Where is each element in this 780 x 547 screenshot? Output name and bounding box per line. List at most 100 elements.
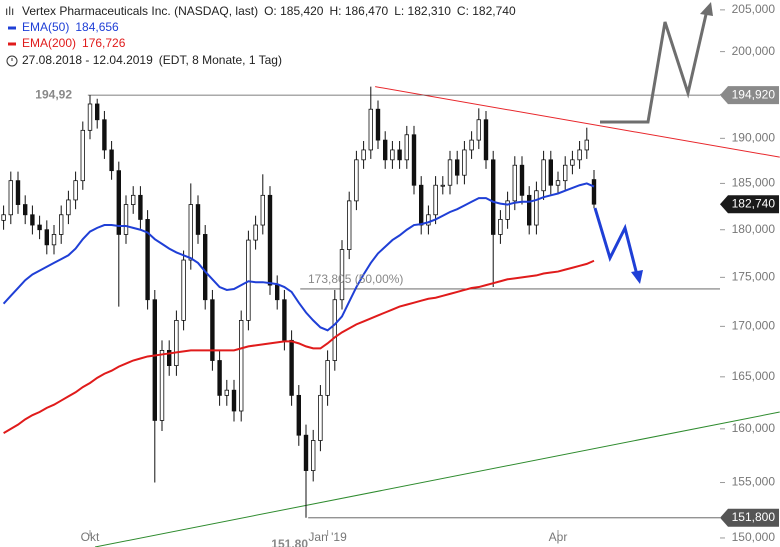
period-note: (EDT, 8 Monate, 1 Tag) [159,53,282,67]
candle-body [116,170,121,235]
ema-line [2,182,595,332]
header: ılı Vertex Pharmaceuticals Inc. (NASDAQ,… [5,4,516,67]
candle-body [591,179,597,205]
candle-body [59,214,64,235]
y-tick-label: 180,000 [732,222,776,236]
period-dates: 27.08.2018 - 12.04.2019 [22,53,153,67]
candle-body [66,199,71,216]
candle-body [339,249,345,301]
legend-name: EMA(50) [22,20,69,34]
candle-body [174,320,179,366]
candle-body [253,224,258,241]
candle-body [454,159,460,176]
candle-body [325,360,330,396]
candle-body [30,214,35,226]
y-tick-label: 175,000 [732,270,776,284]
ohlc: O: 185,420 [264,4,324,18]
candle-body [231,389,237,412]
candle-body [397,149,402,161]
candle-body [541,159,546,192]
price-box [720,508,779,527]
candle-body [584,139,589,151]
legend: EMA(50) 184,656 EMA(200) 176,726 [8,20,126,50]
candle-body [102,119,107,151]
candle-body [375,108,381,141]
title: Vertex Pharmaceuticals Inc. (NASDAQ, las… [22,4,258,18]
candle-body [354,159,359,202]
candle-body [159,349,165,421]
candle-body [498,219,503,235]
y-tick-label: 160,000 [732,421,776,435]
candle-body [145,219,150,301]
candle-body [282,299,287,341]
trend-layer [87,86,780,547]
candle-body [519,164,525,196]
blue-arrowhead [631,270,643,284]
ohlc: H: 186,470 [329,4,388,18]
candle-body [202,234,208,301]
level-label: 151,80 [271,537,308,547]
candle-body [22,204,28,216]
legend-name: EMA(200) [22,36,76,50]
candle-body [130,194,136,205]
level-label: 194,92 [35,87,72,101]
candle-body [469,139,474,151]
candle-body [152,299,157,421]
candle-body [563,164,568,182]
candle-body [123,204,129,235]
y-tick-label: 205,000 [732,2,776,16]
legend-entry: EMA(50) 184,656 [22,20,119,34]
candle-body [462,149,467,176]
legend-value: 176,726 [82,36,126,50]
chart-icon: ılı [5,4,14,18]
legend-value: 184,656 [75,20,119,34]
y-tick-label: 190,000 [732,130,776,144]
clock-icon [6,55,18,67]
ohlc: C: 182,740 [457,4,516,18]
y-tick-label: 150,000 [732,530,776,544]
legend-entry: EMA(200) 176,726 [22,36,126,50]
candle-body [433,184,438,216]
candle-body [570,159,575,166]
candle-body [426,214,431,226]
candle-body [260,194,265,226]
y-tick-label: 185,000 [732,176,776,190]
candle-body [346,200,352,250]
candle-body [15,180,21,205]
price-box [720,195,779,214]
candle-body [527,194,532,226]
candle-body [382,139,388,161]
candle-body [476,119,481,141]
candle-body [505,200,510,220]
period: 27.08.2018 - 12.04.2019 (EDT, 8 Monate, 1… [22,53,282,67]
candle-body [51,234,57,246]
candle-body [512,164,517,202]
legend-swatch [8,26,16,30]
x-tick-label: Jan '19 [308,530,347,544]
candle-body [548,159,553,186]
candle-body [411,134,417,186]
candle-body [490,159,496,235]
y-tick-label: 155,000 [732,475,776,489]
candle-body [224,389,229,396]
candle-body [210,299,215,361]
candle-body [95,103,100,121]
candle-body [73,180,78,201]
price-box-label: 194,920 [732,87,776,101]
y-tick-label: 200,000 [732,44,776,58]
ohlc: L: 182,310 [394,4,451,18]
candle-body [555,180,561,186]
blue-arrow [593,207,639,276]
candle-body [310,440,316,471]
price-box-label: 151,800 [732,510,776,524]
candle-body [332,299,337,361]
candle-body [238,320,244,412]
price-box-label: 182,740 [732,196,776,210]
candle-body [188,204,193,261]
candle-body [195,204,201,235]
candle-body [318,394,323,441]
candle-body [1,214,6,221]
x-tick-label: Okt [81,530,100,544]
candle-body [390,149,395,161]
candle-body [368,108,373,151]
